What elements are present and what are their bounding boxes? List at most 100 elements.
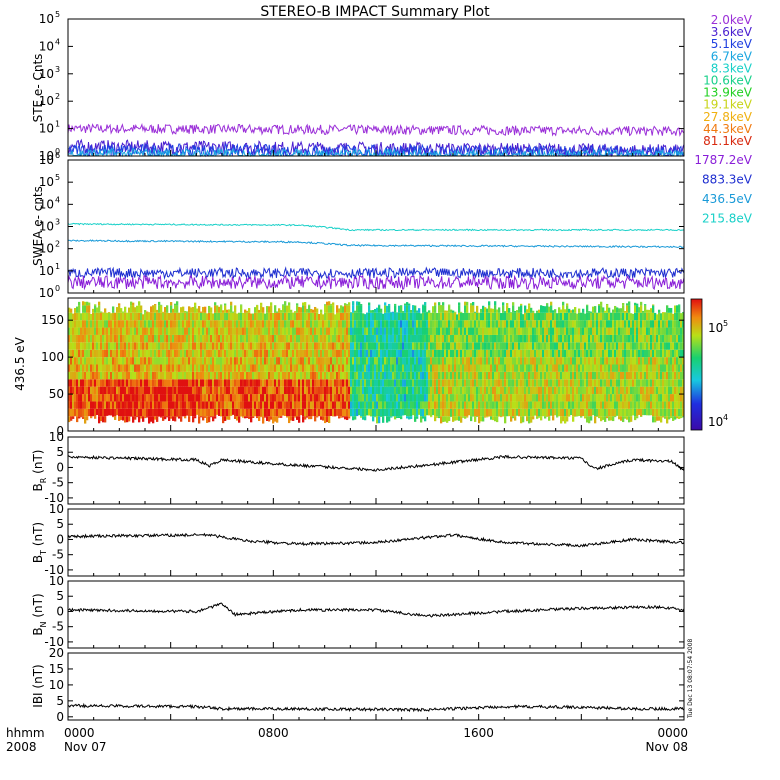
pad-cell <box>340 349 343 358</box>
pad-cell <box>98 401 101 409</box>
pad-cell <box>432 357 435 365</box>
pad-cell <box>394 394 397 402</box>
pad-cell <box>488 342 491 350</box>
pad-cell <box>398 379 401 387</box>
pad-cell <box>376 401 379 409</box>
pad-cell <box>132 305 135 313</box>
pad-cell <box>380 349 383 358</box>
pad-cell <box>76 364 79 372</box>
pad-cell <box>638 394 641 402</box>
pad-cell <box>614 379 617 387</box>
pad-cell <box>400 357 403 365</box>
pad-cell <box>216 379 219 387</box>
pad-cell <box>290 349 293 358</box>
pad-cell <box>464 334 467 343</box>
pad-cell <box>318 364 321 372</box>
pad-cell <box>442 349 445 358</box>
pad-cell <box>548 342 551 350</box>
pad-cell <box>198 306 201 313</box>
pad-cell <box>78 401 81 409</box>
pad-cell <box>512 305 515 313</box>
pad-cell <box>346 342 349 350</box>
pad-cell <box>384 408 387 417</box>
pad-cell <box>462 320 465 328</box>
pad-cell <box>524 327 527 335</box>
pad-cell <box>268 327 271 335</box>
pad-cell <box>220 394 223 402</box>
pad-cell <box>138 312 141 321</box>
pad-cell <box>480 349 483 358</box>
pad-cell <box>532 379 535 387</box>
pad-cell <box>256 305 259 313</box>
pad-cell <box>552 386 555 395</box>
pad-cell <box>578 342 581 350</box>
pad-cell <box>340 364 343 372</box>
pad-cell <box>100 334 103 343</box>
pad-cell <box>574 349 577 358</box>
pad-cell <box>640 349 643 358</box>
pad-cell <box>342 401 345 409</box>
pad-cell <box>604 371 607 380</box>
pad-cell <box>316 349 319 358</box>
pad-cell <box>328 349 331 358</box>
pad-cell <box>634 320 637 328</box>
pad-cell <box>298 401 301 409</box>
pad-cell <box>112 342 115 350</box>
pad-cell <box>494 301 497 306</box>
pad-cell <box>436 416 439 418</box>
swea-series-group <box>67 222 685 291</box>
pad-cell <box>234 401 237 409</box>
pad-cell <box>424 401 427 409</box>
pad-cell <box>174 364 177 372</box>
pad-cell <box>94 379 97 387</box>
pad-cell <box>474 311 477 313</box>
pad-cell <box>354 357 357 365</box>
pad-cell <box>446 371 449 380</box>
pad-cell <box>664 379 667 387</box>
pad-cell <box>170 371 173 380</box>
pad-cell <box>414 371 417 380</box>
pad-cell <box>542 394 545 402</box>
pad-cell <box>466 357 469 365</box>
pad-cell <box>572 342 575 350</box>
pad-cell <box>262 401 265 409</box>
pad-cell <box>192 306 195 313</box>
pad-cell <box>550 327 553 335</box>
pad-cell <box>208 357 211 365</box>
pad-cell <box>292 408 295 417</box>
pad-cell <box>86 320 89 328</box>
pad-cell <box>670 349 673 358</box>
pad-cell <box>568 308 571 313</box>
pad-cell <box>246 416 249 419</box>
pad-cell <box>572 416 575 422</box>
pad-cell <box>586 334 589 343</box>
pad-cell <box>620 320 623 328</box>
pad-cell <box>306 401 309 409</box>
pad-cell <box>538 312 541 321</box>
pad-cell <box>482 416 485 422</box>
pad-cell <box>600 320 603 328</box>
pad-cell <box>516 379 519 387</box>
pad-cell <box>580 334 583 343</box>
pad-cell <box>362 386 365 395</box>
pad-cell <box>150 342 153 350</box>
pad-cell <box>354 386 357 395</box>
pad-cell <box>666 394 669 402</box>
pad-cell <box>672 334 675 343</box>
pad-cell <box>208 401 211 409</box>
pad-cell <box>572 394 575 402</box>
pad-cell <box>70 320 73 328</box>
swea-tick-label: 10 <box>39 286 54 300</box>
pad-cell <box>654 401 657 409</box>
pad-cell <box>668 307 671 313</box>
pad-cell <box>430 371 433 380</box>
pad-cell <box>248 416 251 419</box>
pad-cell <box>148 327 151 335</box>
pad-cell <box>222 320 225 328</box>
pad-cell <box>532 320 535 328</box>
pad-cell <box>346 408 349 417</box>
pad-cell <box>660 408 663 417</box>
pad-cell <box>260 349 263 358</box>
pad-cell <box>486 386 489 395</box>
pad-cell <box>618 408 621 417</box>
